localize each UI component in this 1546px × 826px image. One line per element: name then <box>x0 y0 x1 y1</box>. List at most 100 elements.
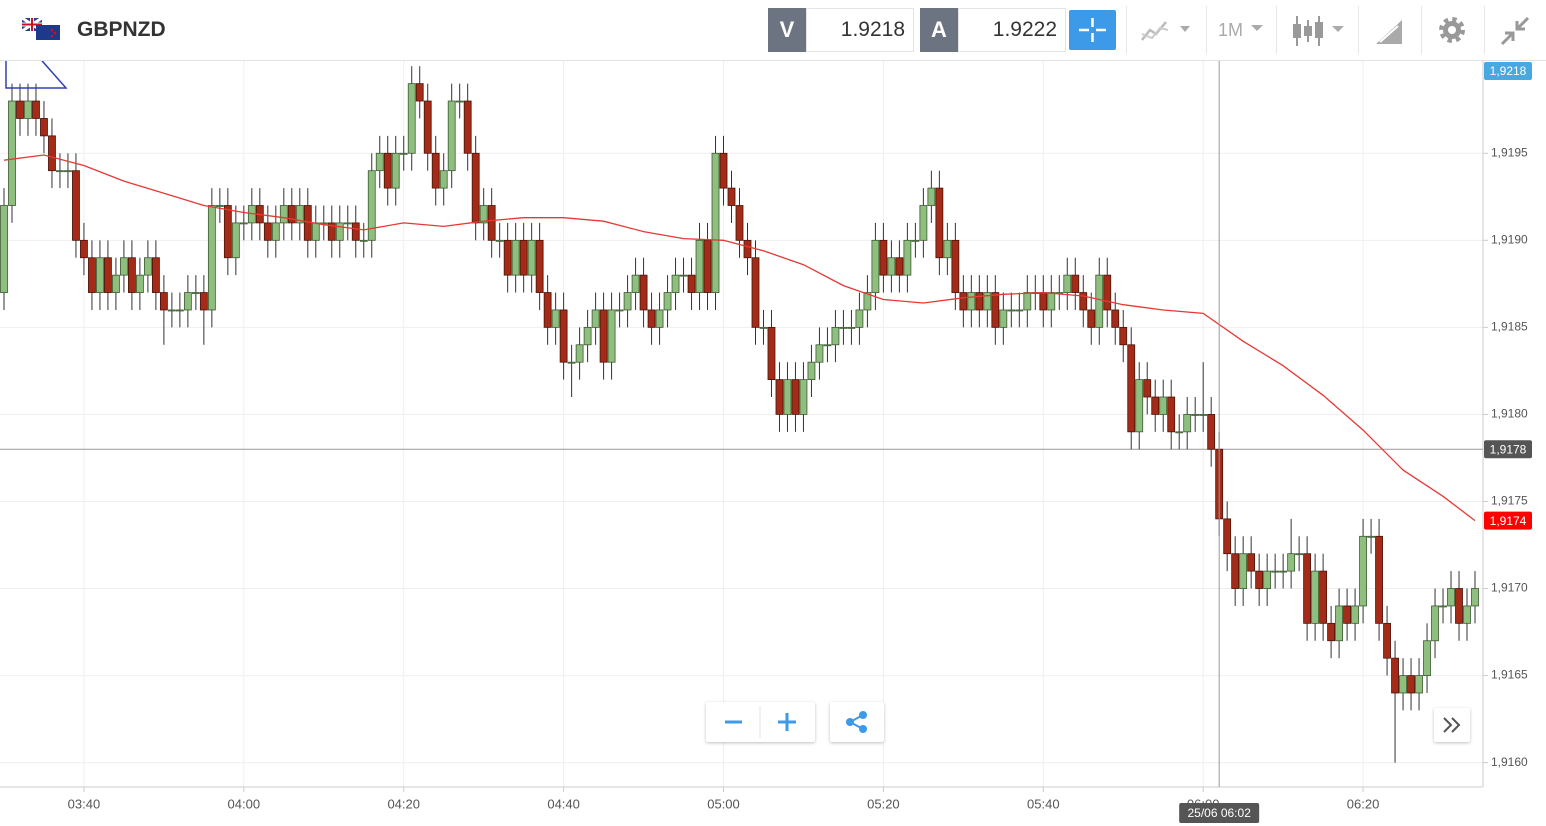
candle-body <box>112 274 120 293</box>
candle-body <box>527 239 536 276</box>
candle-body <box>343 222 352 225</box>
candle-body <box>551 309 560 328</box>
candle-body <box>1263 570 1272 589</box>
price-marker-label: 1,9174 <box>1490 514 1527 528</box>
candle-body <box>335 222 344 241</box>
candle-body <box>1023 292 1032 311</box>
candle-body <box>263 222 272 241</box>
price-marker-label: 1,9178 <box>1490 442 1527 456</box>
candle-body <box>759 326 768 329</box>
candle-body <box>847 326 856 329</box>
candle-body <box>415 83 424 102</box>
candle-body <box>24 100 32 119</box>
candle-body <box>375 152 384 172</box>
candle-body <box>895 257 904 276</box>
candle-body <box>1367 535 1375 538</box>
candle-body <box>1183 414 1192 433</box>
candle-body <box>935 187 944 259</box>
candle-body <box>607 309 616 363</box>
interval-button[interactable]: 1M <box>1218 20 1244 40</box>
chart-type-button[interactable] <box>1292 14 1348 48</box>
y-tick-label: 1,9165 <box>1491 668 1528 682</box>
scroll-to-end-button[interactable] <box>1434 708 1470 742</box>
candle-body <box>647 309 656 328</box>
candle-body <box>967 292 976 311</box>
x-tick-label: 04:20 <box>387 796 420 811</box>
candle-body <box>623 292 632 311</box>
flag-icon <box>22 18 60 40</box>
candle-body <box>327 222 336 241</box>
price-marker <box>1484 440 1532 459</box>
candle-body <box>1311 570 1320 624</box>
candle-body <box>167 309 176 312</box>
candle-body <box>1111 309 1120 328</box>
candle-body <box>1071 274 1080 293</box>
candle-body <box>1423 640 1431 676</box>
scroll-icon <box>1443 717 1461 733</box>
candle-body <box>567 361 576 364</box>
candle-body <box>104 257 112 293</box>
separator <box>1126 6 1127 54</box>
y-tick-label: 1,9190 <box>1491 232 1528 246</box>
candle-body <box>471 152 480 224</box>
candle-body <box>1431 605 1439 642</box>
price-marker-label: 1,9218 <box>1490 64 1527 78</box>
sell-price[interactable]: 1.9218 <box>806 8 914 52</box>
collapse-button[interactable] <box>1500 16 1530 46</box>
buy-label[interactable]: A <box>920 8 958 52</box>
indicators-button[interactable] <box>1140 18 1196 44</box>
candle-body <box>215 205 224 207</box>
candle-body <box>351 222 360 241</box>
candle-body <box>863 292 872 311</box>
candle-body <box>975 292 984 311</box>
candle-body <box>1079 292 1088 311</box>
candle-body <box>479 205 488 224</box>
plot-area <box>0 66 1483 763</box>
y-tick-label: 1,9195 <box>1491 145 1528 159</box>
candle-body <box>879 239 888 276</box>
candle-body <box>751 257 760 328</box>
candle-body <box>599 309 608 363</box>
candle-body <box>1391 657 1399 694</box>
candle-body <box>1207 414 1216 450</box>
candle-body <box>0 205 8 293</box>
sell-label[interactable]: V <box>768 8 806 52</box>
separator <box>1276 6 1277 54</box>
candle-body <box>831 326 840 346</box>
candle-body <box>1335 605 1343 642</box>
crosshair-time-box <box>1179 803 1260 823</box>
x-tick-label: 03:40 <box>68 796 101 811</box>
share-button[interactable] <box>830 702 884 742</box>
buy-price[interactable]: 1.9222 <box>958 8 1066 52</box>
candle-body <box>799 379 808 415</box>
candle-body <box>903 239 912 276</box>
candle-body <box>16 100 24 119</box>
settings-button[interactable] <box>1437 15 1467 45</box>
candle-body <box>447 100 456 172</box>
candle-body <box>191 292 200 294</box>
candle-body <box>735 205 744 241</box>
candle-body <box>399 152 408 155</box>
candle-body <box>32 100 40 119</box>
crosshair-button[interactable] <box>1069 10 1116 50</box>
candle-body <box>575 344 584 363</box>
draw-button[interactable] <box>1374 16 1404 46</box>
candle-body <box>1175 431 1184 434</box>
candle-body <box>839 326 848 329</box>
candle-body <box>543 292 552 328</box>
candle-body <box>391 152 400 189</box>
candle-body <box>271 222 280 241</box>
candle-body <box>919 205 928 241</box>
candle-body <box>559 309 568 363</box>
candle-body <box>1447 588 1455 607</box>
crosshair-time-label: 25/06 06:02 <box>1187 806 1251 820</box>
candle-body <box>1415 675 1423 694</box>
candle-body <box>719 152 728 189</box>
candle-body <box>823 344 832 347</box>
separator <box>1484 6 1485 54</box>
candle-body <box>72 170 80 241</box>
candle-body <box>439 170 448 189</box>
candle-body <box>663 292 672 311</box>
candle-body <box>951 239 960 293</box>
